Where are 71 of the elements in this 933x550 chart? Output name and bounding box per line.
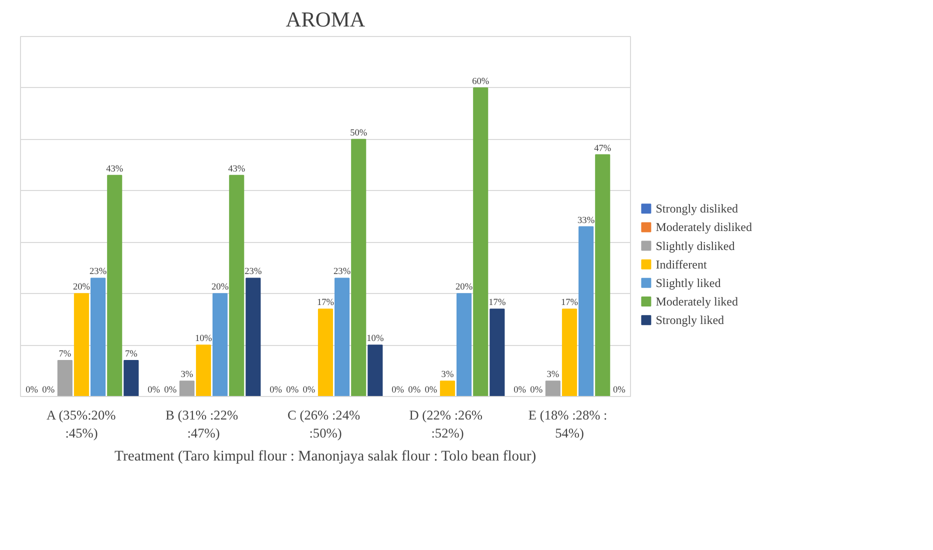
data-label: 3% — [180, 370, 194, 380]
data-label: 0% — [286, 386, 299, 396]
data-label: 0% — [42, 386, 55, 396]
data-label: 60% — [472, 76, 490, 87]
bar — [368, 344, 383, 396]
bar — [107, 174, 122, 396]
data-label: 10% — [194, 334, 212, 344]
bar — [490, 308, 505, 396]
data-label: 47% — [594, 144, 612, 154]
bar — [473, 87, 488, 396]
data-label: 7% — [124, 350, 138, 360]
data-label: 0% — [408, 386, 421, 396]
bar — [179, 380, 194, 396]
bar — [74, 293, 90, 396]
bar — [351, 138, 366, 396]
x-tick-label: C (26% :24% :50%) — [288, 408, 360, 440]
legend-label: Strongly disliked — [656, 202, 738, 216]
data-label: 0% — [164, 386, 177, 396]
legend-label: Moderately disliked — [656, 220, 752, 234]
data-label: 17% — [488, 298, 506, 308]
data-label: 7% — [58, 350, 72, 360]
data-label: 0% — [530, 386, 543, 396]
data-label: 3% — [546, 370, 560, 380]
data-label: 17% — [316, 298, 334, 308]
bar — [440, 380, 456, 396]
bar — [318, 308, 334, 396]
legend-label: Indifferent — [656, 257, 708, 272]
bar — [545, 380, 560, 396]
bar — [456, 293, 472, 396]
data-label: 23% — [244, 267, 262, 278]
legend-label: Slightly disliked — [656, 238, 735, 253]
data-label: 20% — [72, 282, 90, 293]
data-label: 0% — [148, 386, 160, 396]
data-label: 23% — [90, 267, 107, 278]
data-label: 20% — [456, 282, 473, 293]
bar — [196, 344, 212, 396]
data-label: 0% — [270, 386, 282, 396]
x-tick-label: A (35%:20% :45%) — [46, 408, 116, 440]
legend-label: Slightly liked — [656, 276, 721, 290]
data-label: 0% — [514, 386, 526, 396]
x-axis-title: Treatment (Taro kimpul flour : Manonjaya salak flour : Tolo bean flour) — [114, 448, 536, 464]
data-label: 43% — [106, 164, 124, 174]
bar — [124, 360, 139, 396]
data-label: 0% — [424, 386, 438, 396]
data-label: 10% — [366, 334, 384, 344]
x-tick-label: E (18% :28% : 54%) — [528, 408, 608, 440]
bar — [334, 278, 350, 396]
data-label: 23% — [334, 267, 351, 278]
data-label: 0% — [302, 386, 316, 396]
legend-label: Moderately liked — [656, 294, 738, 309]
x-tick-label: B (31% :22% :47%) — [166, 408, 238, 440]
data-label: 3% — [441, 370, 454, 380]
data-label: 43% — [228, 164, 246, 174]
data-label: 50% — [350, 128, 368, 138]
bar — [90, 278, 106, 396]
bar — [246, 278, 261, 396]
data-label: 17% — [560, 298, 578, 308]
bar — [562, 308, 578, 396]
bar — [595, 154, 610, 396]
data-label: 20% — [212, 282, 229, 293]
x-tick-label: D (22% :26% :52%) — [409, 408, 482, 440]
bar — [578, 226, 594, 396]
legend-label: Strongly liked — [656, 313, 724, 328]
data-label: 0% — [612, 386, 626, 396]
data-label: 0% — [26, 386, 38, 396]
data-label: 33% — [578, 216, 595, 226]
bar — [229, 174, 244, 396]
chart-title: AROMA — [286, 8, 366, 32]
bar — [57, 360, 72, 396]
data-label: 0% — [392, 386, 404, 396]
bar — [212, 293, 228, 396]
